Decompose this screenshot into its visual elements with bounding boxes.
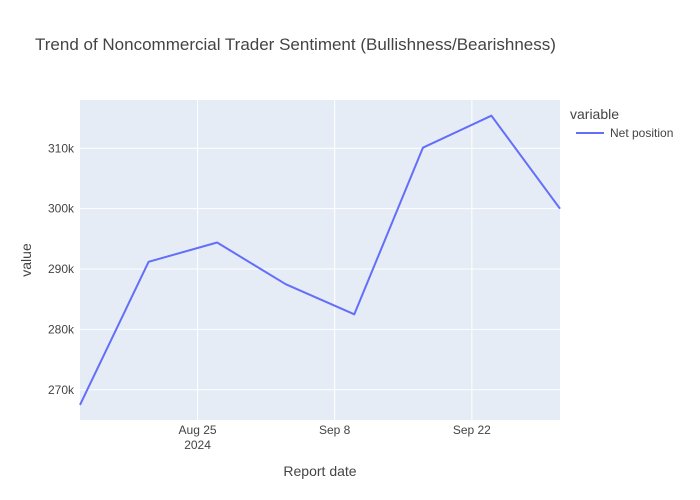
series-group [79, 114, 561, 406]
legend[interactable]: variable Net position [570, 106, 673, 140]
plot-area [80, 100, 560, 420]
y-tick-label: 270k [48, 383, 75, 397]
x-tick-label: Sep 22 [453, 423, 491, 437]
x-axis-title: Report date [283, 463, 356, 479]
legend-title: variable [570, 106, 619, 122]
y-axis-ticks: 270k 280k 290k 300k 310k [48, 141, 75, 397]
grid-lines [80, 100, 560, 420]
legend-label-net-position[interactable]: Net position [610, 126, 673, 140]
x-tick-label: Sep 8 [319, 423, 351, 437]
series-line-net-position[interactable] [79, 114, 561, 406]
y-tick-label: 300k [48, 202, 75, 216]
chart-title: Trend of Noncommercial Trader Sentiment … [35, 35, 556, 54]
x-tick-label: Aug 25 [179, 423, 217, 437]
y-tick-label: 280k [48, 322, 75, 336]
x-tick-sublabel: 2024 [184, 438, 211, 452]
y-tick-label: 310k [48, 141, 75, 155]
y-tick-label: 290k [48, 262, 75, 276]
y-axis-title: value [18, 243, 34, 277]
